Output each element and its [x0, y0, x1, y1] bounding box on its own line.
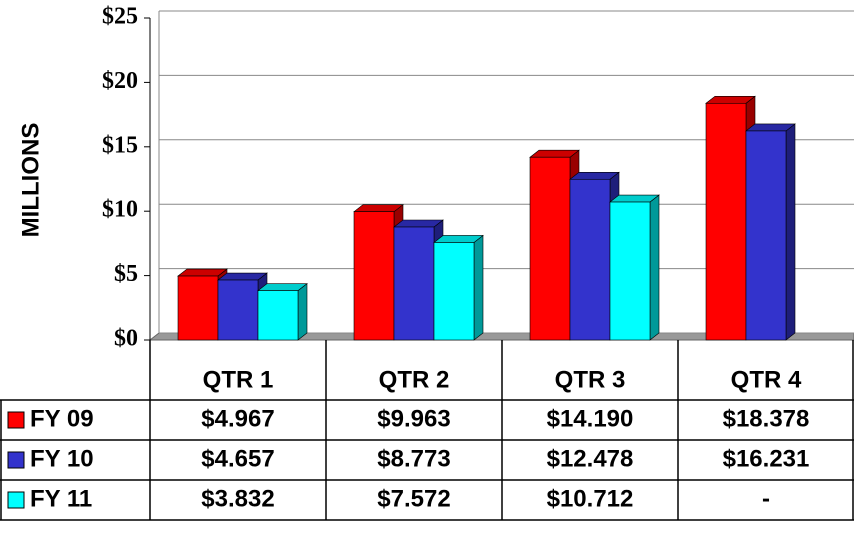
bar [353, 211, 395, 341]
x-tick-label: QTR 3 [555, 366, 626, 393]
bar [569, 178, 611, 341]
y-tick-label: $20 [102, 68, 138, 94]
bar [529, 156, 571, 341]
bar [393, 226, 435, 341]
data-label: - [762, 485, 770, 512]
data-label: $12.478 [547, 445, 634, 472]
bar-top-shade [746, 123, 795, 131]
x-tick-label: QTR 4 [731, 366, 802, 393]
bar [177, 275, 219, 341]
bar [217, 279, 259, 341]
data-label: $16.231 [723, 445, 810, 472]
x-tick-label: QTR 1 [203, 366, 274, 393]
data-label: $4.967 [201, 405, 274, 432]
y-tick-label: $25 [102, 4, 138, 30]
bar-top-shade [570, 172, 619, 180]
bar-top-shade [434, 235, 483, 243]
bar-top-shade [394, 220, 443, 228]
bar-top-shade [178, 269, 227, 277]
bar [705, 102, 747, 341]
y-tick-label: $0 [114, 326, 138, 352]
y-tick-label: $15 [102, 132, 138, 158]
legend-label: FY 11 [30, 485, 92, 512]
y-tick-label: $10 [102, 197, 138, 223]
bar-top-shade [354, 204, 403, 212]
bar-top-shade [258, 283, 307, 291]
data-label: $4.657 [201, 445, 274, 472]
data-label: $14.190 [547, 405, 634, 432]
data-label: $9.963 [377, 405, 450, 432]
bar [433, 242, 475, 341]
data-label: $8.773 [377, 445, 450, 472]
legend-label: FY 10 [30, 445, 94, 472]
legend-swatch [7, 451, 25, 469]
bar-top-shade [610, 195, 659, 203]
legend-label: FY 09 [30, 405, 94, 432]
bar-side-shade [786, 123, 795, 340]
bar-side-shade [298, 283, 307, 340]
data-label: $3.832 [201, 485, 274, 512]
legend-swatch [7, 411, 25, 429]
y-tick-label: $5 [114, 261, 138, 287]
bar [257, 290, 299, 341]
bar-side-shade [474, 235, 483, 340]
data-label: $18.378 [723, 405, 810, 432]
bar-top-shade [530, 150, 579, 158]
y-axis-label: MILLIONS [17, 123, 44, 238]
bar [609, 201, 651, 341]
bar-top-shade [218, 273, 267, 281]
bar-top-shade [706, 96, 755, 104]
bar-side-shade [650, 195, 659, 340]
legend-swatch [7, 491, 25, 509]
bar [745, 130, 787, 341]
data-label: $10.712 [547, 485, 634, 512]
x-tick-label: QTR 2 [379, 366, 450, 393]
data-label: $7.572 [377, 485, 450, 512]
